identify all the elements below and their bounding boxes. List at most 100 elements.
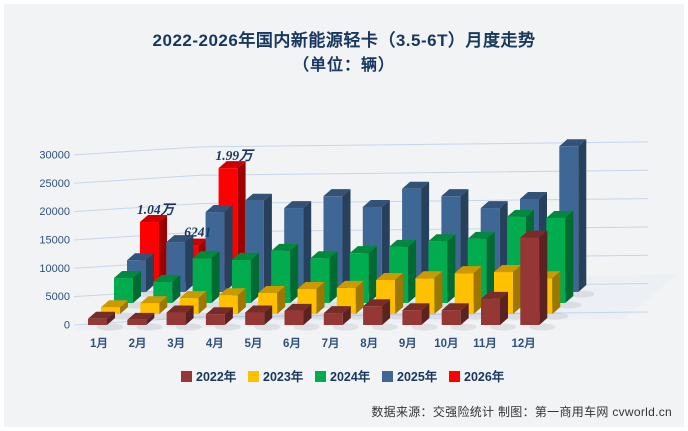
bar-front [245,312,265,325]
bar-top [140,296,168,304]
bar-front [114,278,133,303]
bar-top [507,209,534,217]
bar-top [127,312,155,320]
bar-top [454,266,482,274]
month-label: 6月 [283,337,301,350]
y-tick-label: 15000 [39,234,70,246]
bar-top [192,251,220,259]
bar-front [284,310,304,325]
bar-top [494,265,521,273]
bar-front [441,310,461,325]
bar-top [153,275,181,283]
gridline [73,169,649,184]
bar-top [205,205,233,213]
annotation-label: 1.04万 [137,202,177,217]
bar-side [277,286,286,314]
bar-side [381,199,390,292]
bar-side [303,303,312,325]
y-tick-label: 10000 [39,263,70,275]
bar-side [408,239,417,303]
bar-top [101,300,128,308]
bar-top [297,282,325,290]
bar-top [218,161,246,169]
bar-top [520,192,547,200]
month-label: 4月 [206,337,224,350]
bar-front [88,318,107,325]
chart-subtitle: （单位：辆） [292,57,395,74]
bar-top [205,307,233,315]
bar-side [342,306,351,325]
bar-top [166,305,194,313]
bar-side [172,275,181,303]
month-label: 2月 [129,337,147,350]
source-credit: 数据来源：交强险统计 制图：第一商用车网 cvworld.cn [371,405,672,419]
bar-top [376,272,404,280]
bar-front [481,298,500,325]
bar-side [473,266,482,314]
chart-title: 2022-2026年国内新能源轻卡（3.5-6T）月度走势 [152,31,536,50]
bar-top [179,291,207,299]
bar-side [185,305,194,325]
bar-top [428,234,456,242]
month-label: 3月 [167,337,185,350]
legend-label: 2023年 [263,369,304,384]
bar-top [441,189,469,197]
trend-bar3d-chart: 0 5000 10000 15000 20000 25000 30000 1月 2月 3月 4月 5月… [39,139,677,384]
bar-side [146,312,155,325]
bar-top [363,299,391,307]
bar-top [244,193,272,201]
bar-shadow [97,323,123,331]
bar-top [559,139,587,147]
bar-side [120,300,128,314]
bar-side [133,271,141,303]
y-tick-label: 20000 [39,206,70,218]
bar-top [481,291,508,299]
bar-shadow [568,290,595,298]
y-tick-label: 30000 [39,149,70,161]
bar-shadow [542,312,569,320]
bar-shadow [332,323,359,331]
legend-swatch [248,371,259,382]
bar-side [303,201,312,292]
legend-label: 2024年 [330,369,371,384]
bar-top [336,280,364,288]
bar-side [224,307,233,325]
bar-side [395,272,404,314]
bar-side [263,193,272,292]
bar-side [329,251,338,303]
bar-side [146,253,154,292]
bar-side [237,161,246,281]
bar-top [520,230,548,238]
bar-top [362,199,390,207]
legend-swatch [382,371,393,382]
legend-label: 2022年 [196,369,237,384]
bar-shadow [450,323,477,331]
legend-swatch [315,371,326,382]
bar-top [284,303,312,311]
month-label: 8月 [360,337,378,350]
bar-side [421,181,430,292]
bar-top [166,235,194,243]
bar-shadow [110,312,136,320]
bar-side [565,210,574,303]
bar-top [140,215,167,223]
bar-top [415,271,443,279]
legend-label: 2026年 [464,369,505,384]
bar-side [382,299,391,325]
bar-top [349,246,377,254]
bar-top [323,306,351,314]
bar-side [552,271,561,314]
bar-shadow [136,323,163,331]
bar-top [127,253,154,261]
gridline [73,141,649,156]
month-label: 10月 [434,337,458,350]
bar-side [159,296,168,314]
bar-side [211,251,220,303]
bar-top [402,303,430,311]
bar-top [284,201,312,209]
bar-side [224,205,233,292]
bar-shadow [214,323,241,331]
bar-top [323,189,351,197]
annotation-label: 6241 [184,225,211,240]
month-label: 7月 [322,337,340,350]
